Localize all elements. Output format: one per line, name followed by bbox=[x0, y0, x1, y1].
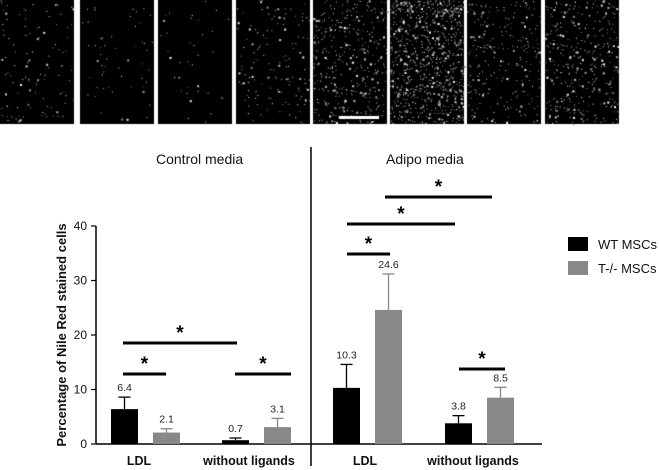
data-label-0-3: 3.8 bbox=[451, 401, 466, 413]
bar-wt-2 bbox=[333, 387, 360, 444]
y-tick-label-1: 10 bbox=[74, 383, 88, 397]
significance-star-0: * bbox=[141, 354, 149, 375]
data-label-1-3: 8.5 bbox=[493, 372, 508, 384]
data-label-1-0: 2.1 bbox=[159, 414, 174, 426]
data-label-1-2: 24.6 bbox=[378, 259, 399, 271]
data-label-0-2: 10.3 bbox=[336, 349, 357, 361]
micrograph-strip bbox=[0, 0, 659, 126]
x-category-label-3: without ligands bbox=[426, 454, 519, 468]
chart-legend: WT MSCs T-/- MSCs bbox=[568, 232, 657, 280]
y-tick-label-4: 40 bbox=[74, 219, 88, 233]
significance-star-3: * bbox=[365, 234, 373, 255]
data-label-0-0: 6.4 bbox=[117, 382, 132, 394]
x-category-label-0: LDL bbox=[127, 454, 152, 468]
significance-star-4: * bbox=[478, 349, 486, 370]
bar-wt-0 bbox=[111, 409, 138, 444]
data-label-0-1: 0.7 bbox=[228, 423, 243, 435]
significance-star-1: * bbox=[259, 354, 267, 375]
legend-item-ko: T-/- MSCs bbox=[568, 256, 657, 280]
legend-label-ko: T-/- MSCs bbox=[598, 260, 657, 276]
significance-star-5: * bbox=[397, 204, 405, 225]
data-label-1-1: 3.1 bbox=[270, 403, 285, 415]
bar-ko-1 bbox=[264, 427, 291, 444]
y-tick-label-0: 0 bbox=[80, 437, 87, 451]
y-tick-label-3: 30 bbox=[74, 274, 88, 288]
bar-wt-1 bbox=[222, 440, 249, 444]
legend-label-wt: WT MSCs bbox=[598, 236, 657, 252]
bar-ko-0 bbox=[153, 432, 180, 444]
y-tick-label-2: 20 bbox=[74, 328, 88, 342]
bar-wt-3 bbox=[445, 423, 472, 444]
significance-star-2: * bbox=[176, 323, 184, 344]
bar-ko-2 bbox=[375, 309, 402, 444]
significance-star-6: * bbox=[435, 177, 443, 198]
legend-swatch-ko bbox=[568, 261, 588, 275]
legend-swatch-wt bbox=[568, 237, 588, 251]
legend-item-wt: WT MSCs bbox=[568, 232, 657, 256]
bar-ko-3 bbox=[487, 397, 514, 444]
panel-title-control: Control media bbox=[156, 151, 244, 167]
panel-title-adipo: Adipo media bbox=[386, 151, 464, 167]
x-category-label-1: without ligands bbox=[202, 454, 295, 468]
y-axis-title: Percentage of Nile Red stained cells bbox=[54, 223, 69, 446]
x-category-label-2: LDL bbox=[353, 454, 378, 468]
